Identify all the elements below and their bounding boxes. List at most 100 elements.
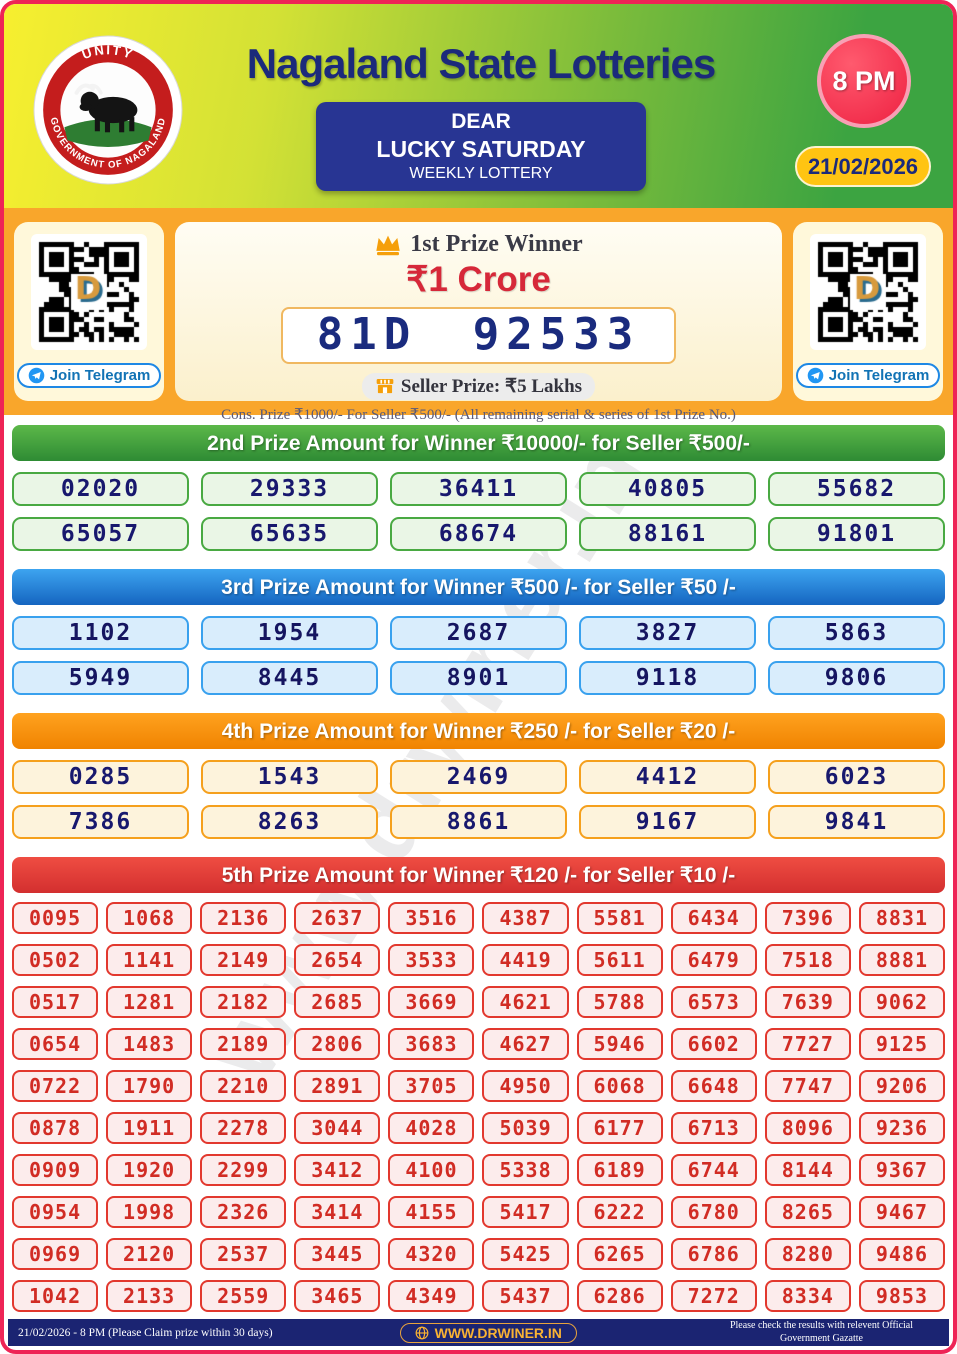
prize-number: 6786 (670, 1238, 757, 1270)
prize-number: 4412 (579, 760, 756, 794)
prize-number: 5949 (12, 661, 189, 695)
prize-number: 2559 (200, 1280, 287, 1312)
government-of-nagaland-logo: UNITY GOVERNMENT OF NAGALAND (33, 35, 183, 185)
prize-number: 5863 (768, 616, 945, 650)
prize-number: 3445 (294, 1238, 381, 1270)
prize-number: 4950 (482, 1070, 569, 1102)
prize-number-grid: 0095 1068 2136 2637 3516 4387 5581 6434 7396 8831… (12, 893, 945, 1312)
prize-number: 2685 (294, 986, 381, 1018)
prize-number: 1954 (201, 616, 378, 650)
prize-number: 2687 (390, 616, 567, 650)
prize-number: 6434 (670, 902, 757, 934)
prize-number: 6286 (576, 1280, 663, 1312)
prize-number: 9236 (858, 1112, 945, 1144)
prize-number: 2189 (200, 1028, 287, 1060)
footer-gazette-note: Please check the results with relevent O… (729, 1320, 914, 1344)
prize-number: 5338 (482, 1154, 569, 1186)
prize-number: 8096 (764, 1112, 851, 1144)
prize-number: 7639 (764, 986, 851, 1018)
prize-number-grid: 0285 1543 2469 4412 6023 7386 8263 8861 9167 9841 (12, 749, 945, 839)
prize-number: 8263 (201, 805, 378, 839)
prize-number: 3516 (388, 902, 475, 934)
bull-icon (74, 83, 138, 133)
prize-number-grid: 1102 1954 2687 3827 5863 5949 8445 8901 9118 9806 (12, 605, 945, 695)
first-prize-card: 1st Prize Winner ₹1 Crore 81D 92533 Sell… (175, 222, 782, 423)
prize-number: 5039 (482, 1112, 569, 1144)
first-prize-heading-row: 1st Prize Winner (175, 231, 782, 258)
prize-section-3-header: 3rd Prize Amount for Winner ₹500 /- for … (12, 569, 945, 605)
prize-number: 2299 (200, 1154, 287, 1186)
prize-number: 4320 (388, 1238, 475, 1270)
prize-number: 4100 (388, 1154, 475, 1186)
prize-section-5: 5th Prize Amount for Winner ₹120 /- for … (12, 857, 945, 1312)
prize-number: 1790 (106, 1070, 193, 1102)
prize-number: 3414 (294, 1196, 381, 1228)
prize-number: 6479 (670, 944, 757, 976)
crown-icon (376, 235, 400, 255)
prize-number: 4621 (482, 986, 569, 1018)
prize-number: 6265 (576, 1238, 663, 1270)
seller-prize-pill: Seller Prize: ₹5 Lakhs (361, 372, 596, 400)
prize-number: 2182 (200, 986, 287, 1018)
prize-section-4-header: 4th Prize Amount for Winner ₹250 /- for … (12, 713, 945, 749)
join-telegram-button-right[interactable]: Join Telegram (795, 363, 941, 388)
prize-number: 4155 (388, 1196, 475, 1228)
prize-number: 6189 (576, 1154, 663, 1186)
prize-section-4: 4th Prize Amount for Winner ₹250 /- for … (12, 713, 945, 839)
prize-number: 0909 (12, 1154, 99, 1186)
prize-number: 5437 (482, 1280, 569, 1312)
first-prize-heading: 1st Prize Winner (410, 231, 583, 257)
prize-number: 9486 (858, 1238, 945, 1270)
prize-section-2: 2nd Prize Amount for Winner ₹10000/- for… (12, 425, 945, 551)
prize-number: 4419 (482, 944, 569, 976)
telegram-icon (28, 367, 44, 384)
prize-number: 1068 (106, 902, 193, 934)
prize-number: 4028 (388, 1112, 475, 1144)
prize-number: 3705 (388, 1070, 475, 1102)
qr-code-right (810, 234, 926, 350)
prize-number: 7747 (764, 1070, 851, 1102)
prize-number: 9118 (579, 661, 756, 695)
prize-number: 6222 (576, 1196, 663, 1228)
first-prize-winning-number: 81D 92533 (280, 307, 677, 364)
prize-number: 68674 (390, 517, 567, 551)
prize-number: 5581 (576, 902, 663, 934)
prize-number: 8265 (764, 1196, 851, 1228)
footer-claim-note: 21/02/2026 - 8 PM (Please Claim prize wi… (18, 1326, 273, 1339)
prize-number: 6780 (670, 1196, 757, 1228)
telegram-icon (807, 367, 823, 384)
prize-number: 9125 (858, 1028, 945, 1060)
prize-number: 0722 (12, 1070, 99, 1102)
prize-number-grid: 02020 29333 36411 40805 55682 65057 65635 68674… (12, 461, 945, 551)
prize-number: 7272 (670, 1280, 757, 1312)
prize-number: 1998 (106, 1196, 193, 1228)
prize-number: 4387 (482, 902, 569, 934)
prize-number: 7727 (764, 1028, 851, 1060)
footer-website-link[interactable]: WWW.DRWINER.IN (399, 1322, 577, 1343)
header: UNITY GOVERNMENT OF NAGALAND Nagaland St… (4, 4, 953, 208)
join-telegram-label: Join Telegram (49, 367, 151, 384)
prize-number: 2326 (200, 1196, 287, 1228)
first-prize-amount: ₹1 Crore (406, 260, 551, 299)
prize-number: 02020 (12, 472, 189, 506)
qr-card-left: Join Telegram (14, 222, 164, 401)
prize-number: 6023 (768, 760, 945, 794)
footer-website-label: WWW.DRWINER.IN (434, 1324, 562, 1341)
prize-number: 4627 (482, 1028, 569, 1060)
prize-number: 1281 (106, 986, 193, 1018)
prize-number: 6573 (670, 986, 757, 1018)
prize-number: 2891 (294, 1070, 381, 1102)
prize-number: 0954 (12, 1196, 99, 1228)
prize-number: 1911 (106, 1112, 193, 1144)
prize-number: 65057 (12, 517, 189, 551)
join-telegram-button-left[interactable]: Join Telegram (16, 363, 162, 388)
prize-number: 1543 (201, 760, 378, 794)
prize-number: 0878 (12, 1112, 99, 1144)
prize-number: 5946 (576, 1028, 663, 1060)
prize-number: 2120 (106, 1238, 193, 1270)
prize-number: 0502 (12, 944, 99, 976)
prize-number: 7386 (12, 805, 189, 839)
prize-number: 2210 (200, 1070, 287, 1102)
first-prize-section: Join Telegram 1st Prize Winner ₹1 Crore … (4, 208, 953, 423)
prize-number: 5425 (482, 1238, 569, 1270)
